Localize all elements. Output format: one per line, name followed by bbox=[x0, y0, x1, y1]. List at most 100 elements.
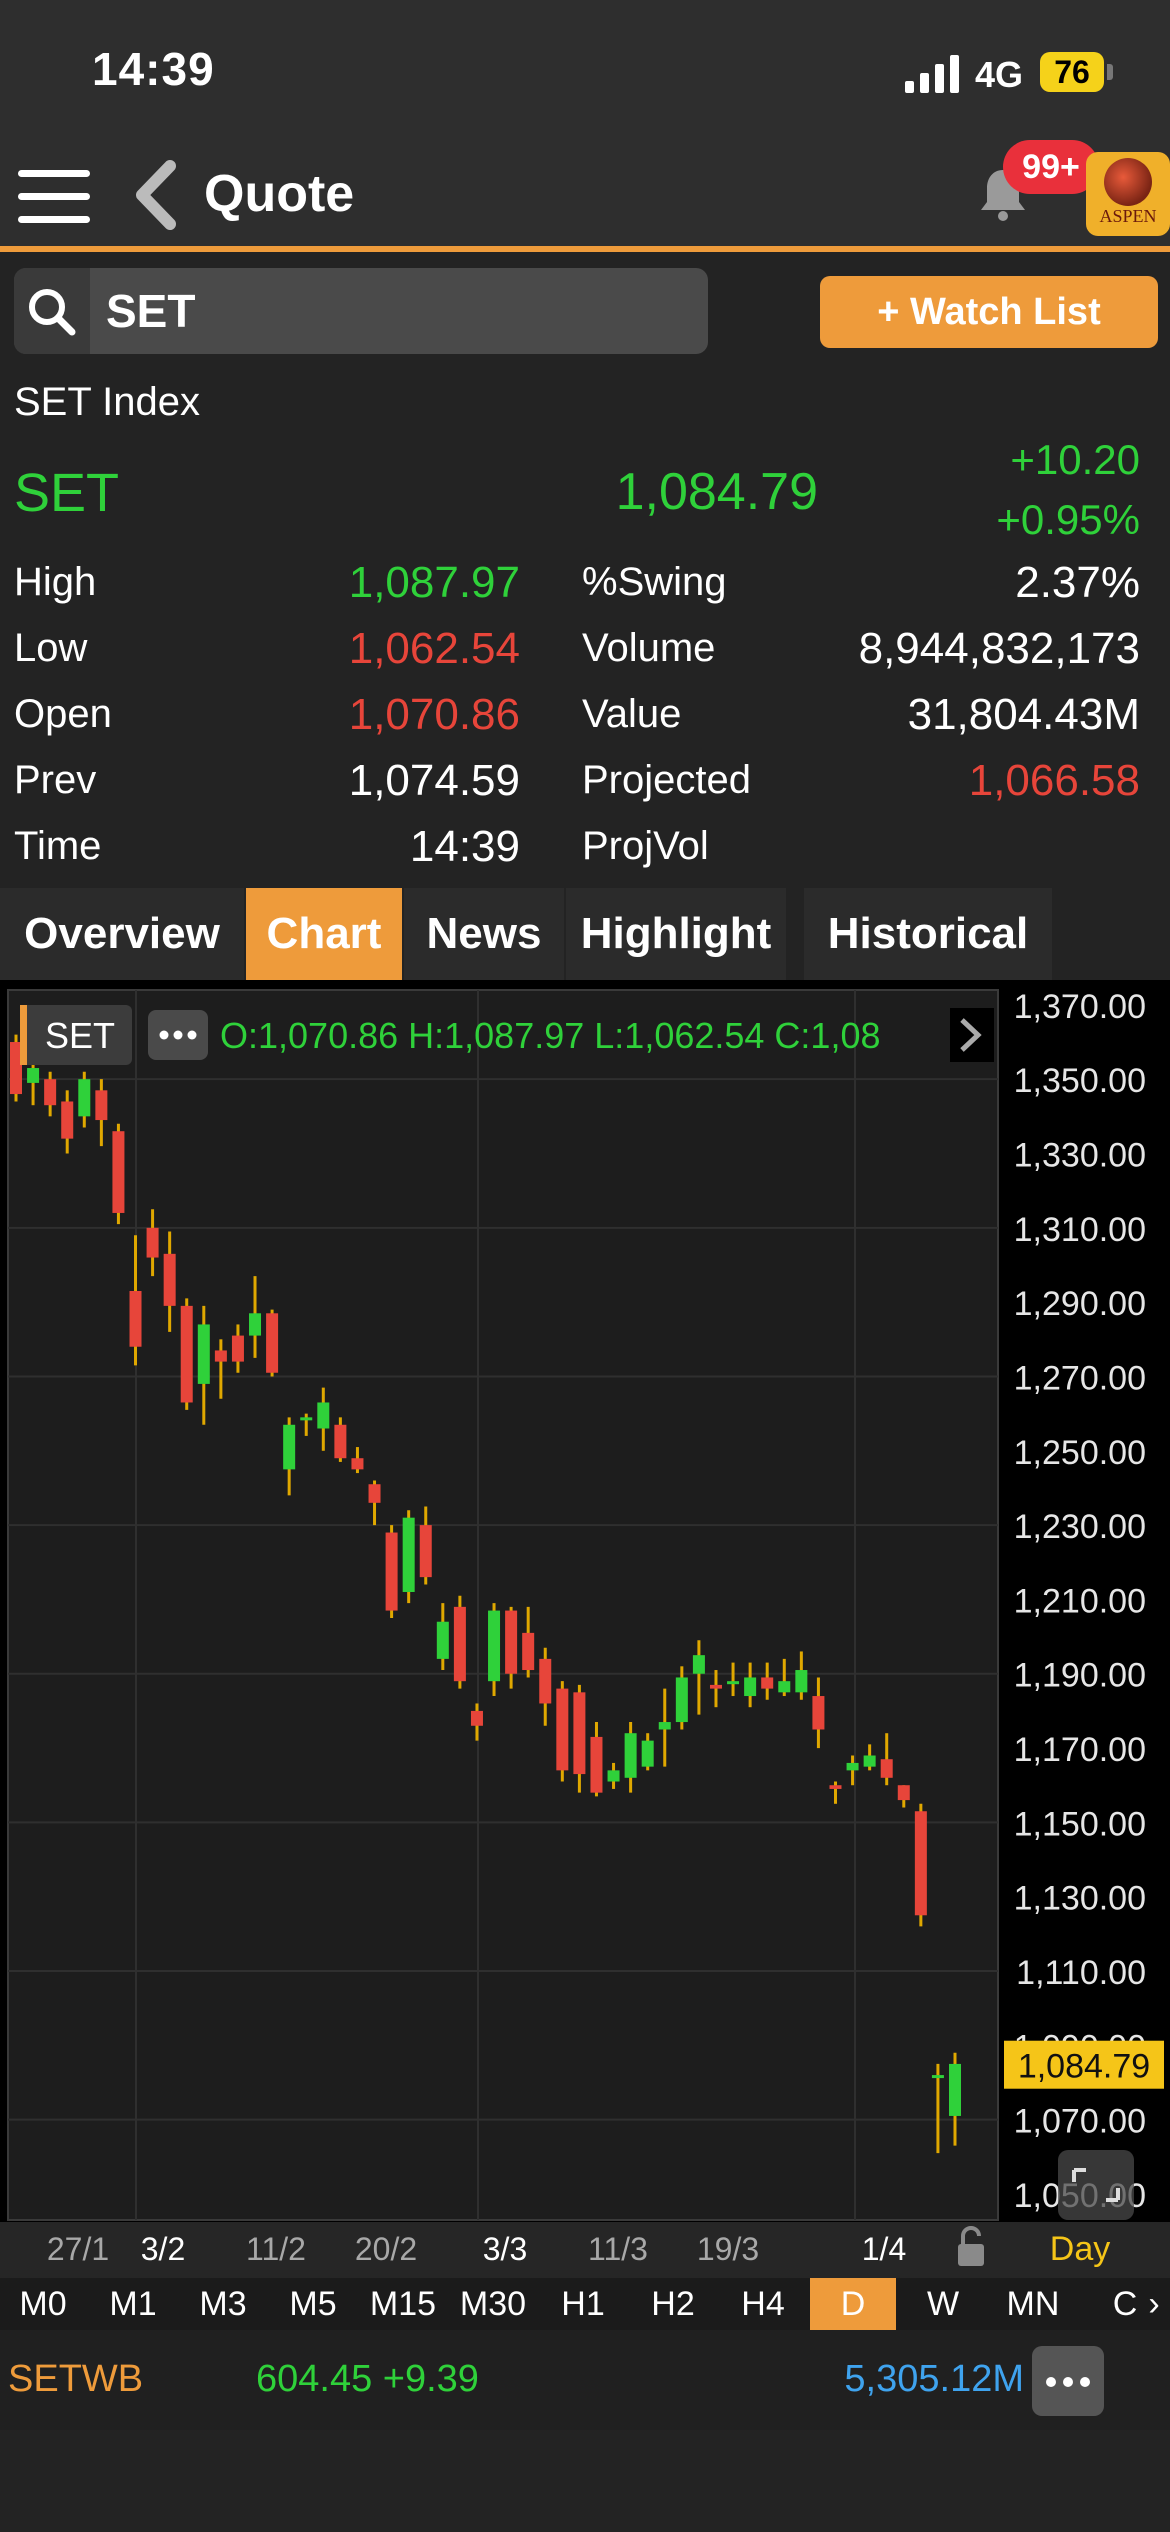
candle-body bbox=[95, 1090, 108, 1121]
ticker-row[interactable] bbox=[0, 2330, 1170, 2430]
candle[interactable] bbox=[607, 1762, 620, 1789]
timeframe-d[interactable]: D bbox=[810, 2278, 896, 2330]
candle[interactable] bbox=[334, 1417, 347, 1462]
candle[interactable] bbox=[146, 1209, 159, 1277]
candle[interactable] bbox=[812, 1677, 825, 1749]
tab-chart[interactable]: Chart bbox=[246, 888, 402, 980]
candle[interactable] bbox=[231, 1324, 244, 1373]
search-icon[interactable] bbox=[24, 284, 80, 340]
timeframe-m3[interactable]: M3 bbox=[199, 2285, 247, 2323]
candle[interactable] bbox=[61, 1090, 74, 1154]
candle[interactable] bbox=[78, 1071, 91, 1128]
logo-globe bbox=[1104, 158, 1152, 206]
candle[interactable] bbox=[317, 1387, 330, 1451]
candle[interactable] bbox=[249, 1276, 262, 1358]
candle[interactable] bbox=[846, 1755, 859, 1786]
ohlc-scroll-icon[interactable] bbox=[960, 1018, 982, 1052]
candle[interactable] bbox=[453, 1595, 466, 1689]
timeframe-h1[interactable]: H1 bbox=[561, 2285, 605, 2323]
back-chevron-icon[interactable] bbox=[132, 160, 180, 230]
chart-symbol-chip[interactable] bbox=[20, 1005, 132, 1065]
candle[interactable] bbox=[556, 1681, 569, 1782]
candle[interactable] bbox=[897, 1785, 910, 1808]
candle[interactable] bbox=[590, 1722, 603, 1797]
network-label: 4G bbox=[975, 54, 1024, 95]
lock-icon[interactable] bbox=[958, 2244, 984, 2266]
tab-news[interactable]: News bbox=[404, 888, 564, 980]
stat-label: Prev bbox=[14, 758, 97, 802]
candle[interactable] bbox=[402, 1510, 415, 1604]
timeframe-h2[interactable]: H2 bbox=[651, 2285, 695, 2323]
timeframe-scroll-icon[interactable]: › bbox=[1138, 2278, 1170, 2330]
tab-overview[interactable]: Overview bbox=[0, 888, 244, 980]
candle[interactable] bbox=[641, 1733, 654, 1771]
candle[interactable] bbox=[795, 1651, 808, 1700]
candle[interactable] bbox=[624, 1722, 637, 1793]
candle[interactable] bbox=[949, 2052, 961, 2146]
candle[interactable] bbox=[283, 1417, 296, 1496]
stat-value: 2.37% bbox=[1015, 558, 1140, 607]
timeframe-m15[interactable]: M15 bbox=[369, 2285, 437, 2323]
candle[interactable] bbox=[368, 1480, 381, 1526]
candle[interactable] bbox=[692, 1640, 705, 1715]
candle[interactable] bbox=[709, 1670, 722, 1708]
candle[interactable] bbox=[880, 1733, 893, 1786]
aspen-logo[interactable]: ASPEN bbox=[1086, 152, 1170, 236]
candle[interactable] bbox=[112, 1123, 125, 1225]
candle[interactable] bbox=[505, 1606, 518, 1689]
candle[interactable] bbox=[470, 1703, 483, 1741]
x-tick-label: 3/3 bbox=[483, 2231, 527, 2267]
candlestick-chart[interactable]: 1,370.00 1,350.00 1,330.00 1,310.00 1,290.00… bbox=[0, 980, 1170, 2280]
add-watch-list-button[interactable]: + Watch List bbox=[820, 276, 1158, 348]
candle[interactable] bbox=[44, 1071, 57, 1117]
candle[interactable] bbox=[214, 1339, 227, 1399]
candle[interactable] bbox=[419, 1506, 432, 1585]
candle[interactable] bbox=[829, 1781, 842, 1804]
candle[interactable] bbox=[10, 1034, 22, 1102]
candle[interactable] bbox=[744, 1662, 757, 1708]
timeframe-m0[interactable]: M0 bbox=[19, 2285, 67, 2323]
status-time: 14:39 bbox=[92, 43, 215, 95]
candle[interactable] bbox=[522, 1606, 535, 1678]
candle-body bbox=[249, 1313, 262, 1336]
timeframe-m1[interactable]: M1 bbox=[109, 2285, 157, 2323]
timeframe-h4[interactable]: H4 bbox=[741, 2285, 785, 2323]
candle[interactable] bbox=[931, 2063, 944, 2154]
candle[interactable] bbox=[761, 1662, 774, 1700]
candle[interactable] bbox=[163, 1231, 176, 1332]
candle[interactable] bbox=[573, 1684, 586, 1793]
tab-highlight[interactable]: Highlight bbox=[566, 888, 786, 980]
candle[interactable] bbox=[727, 1662, 740, 1697]
candle[interactable] bbox=[95, 1079, 108, 1147]
candle[interactable] bbox=[129, 1235, 142, 1366]
candle[interactable] bbox=[539, 1647, 552, 1726]
candle[interactable] bbox=[675, 1666, 688, 1730]
candle[interactable] bbox=[351, 1447, 364, 1474]
notification-badge[interactable]: 99+ bbox=[1003, 140, 1099, 194]
candle[interactable] bbox=[266, 1309, 279, 1377]
candle-body bbox=[880, 1759, 893, 1778]
timeframe-w[interactable]: W bbox=[926, 2285, 960, 2323]
candle[interactable] bbox=[385, 1525, 398, 1619]
candle-body bbox=[163, 1253, 176, 1306]
candle[interactable] bbox=[488, 1603, 501, 1697]
candle[interactable] bbox=[914, 1803, 927, 1927]
tab-historical[interactable]: Historical bbox=[804, 888, 1052, 980]
timeframe-c[interactable]: C bbox=[1112, 2285, 1138, 2323]
timeframe-mn[interactable]: MN bbox=[1006, 2285, 1060, 2323]
timeframe-m30[interactable]: M30 bbox=[459, 2285, 527, 2323]
candle[interactable] bbox=[197, 1305, 210, 1425]
candle[interactable] bbox=[436, 1603, 449, 1671]
ticker-more-button[interactable] bbox=[1032, 2346, 1104, 2416]
search-input[interactable] bbox=[106, 268, 686, 354]
candle[interactable] bbox=[300, 1413, 313, 1436]
timeframe-m5[interactable]: M5 bbox=[289, 2285, 337, 2323]
menu-icon[interactable] bbox=[18, 168, 90, 226]
y-tick-label: 1,070.00 bbox=[1014, 2103, 1146, 2141]
candle[interactable] bbox=[180, 1298, 193, 1410]
candle[interactable] bbox=[658, 1688, 671, 1767]
zoom-toggle-button[interactable] bbox=[1058, 2150, 1134, 2220]
candle[interactable] bbox=[863, 1744, 876, 1771]
stat-value: 1,074.59 bbox=[348, 756, 520, 805]
candle[interactable] bbox=[778, 1658, 791, 1697]
